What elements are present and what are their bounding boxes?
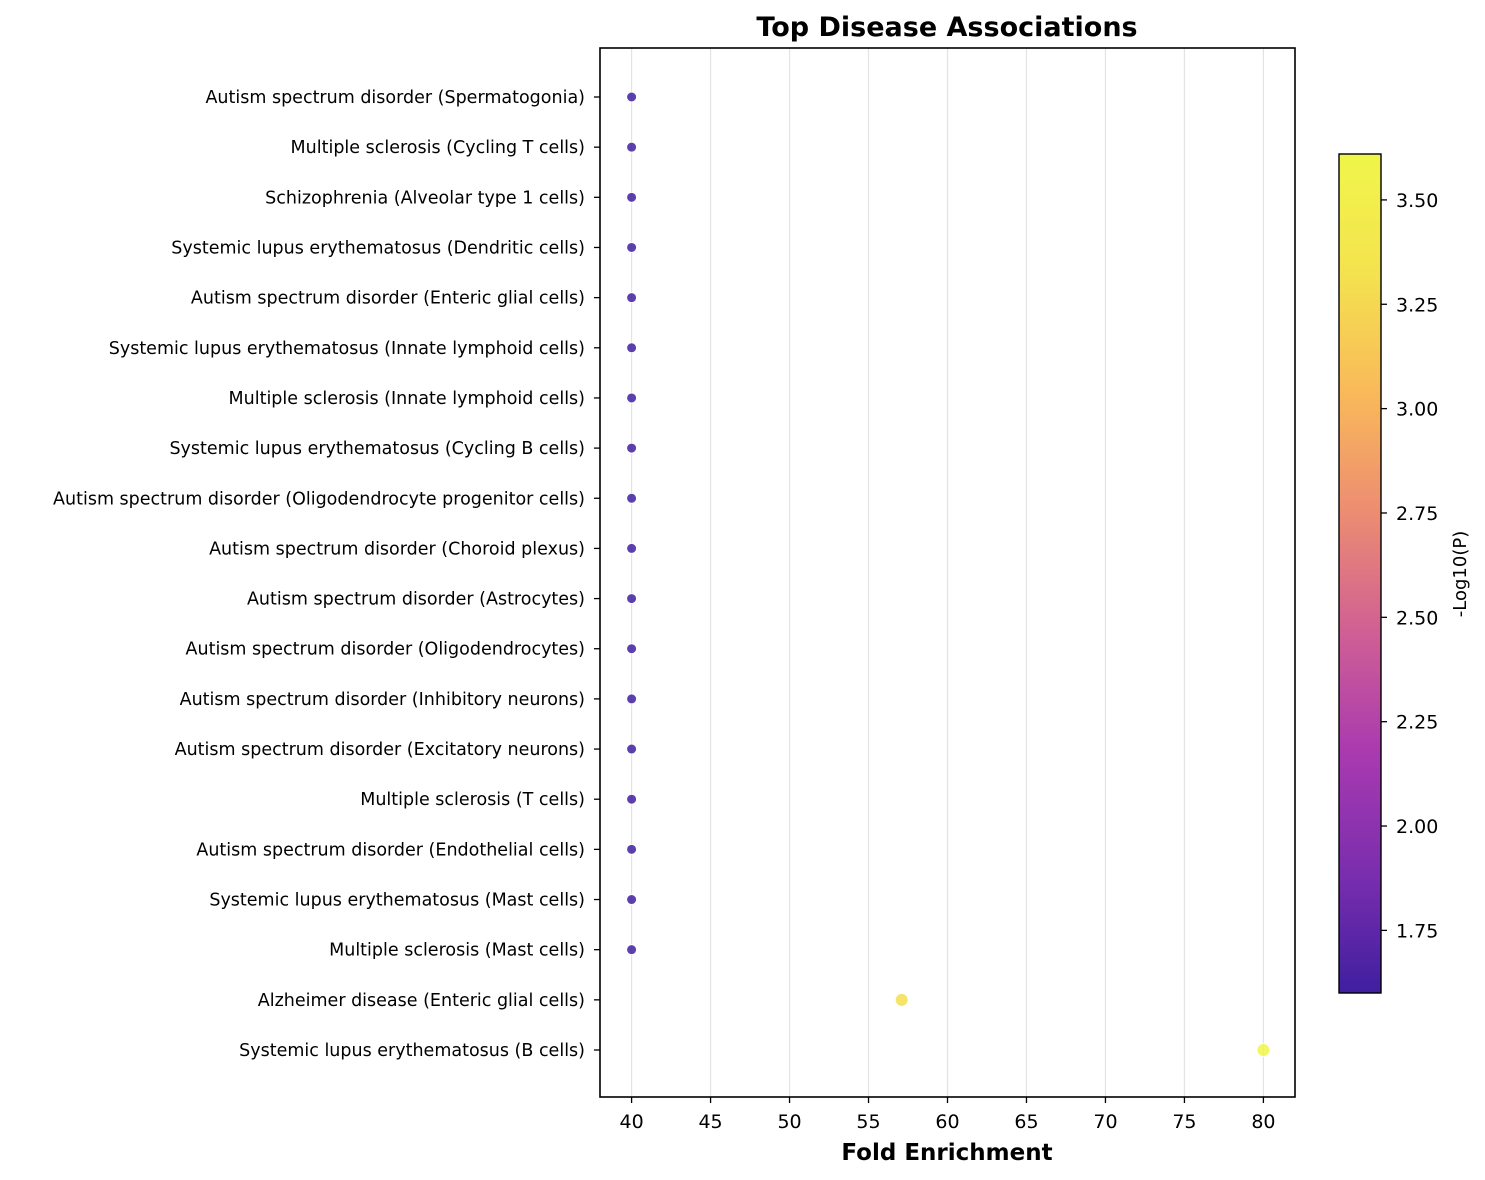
colorbar-label: -Log10(P) [1450, 531, 1471, 617]
data-points [626, 91, 1271, 1057]
x-tick-label: 65 [1014, 1111, 1038, 1133]
data-point [626, 643, 638, 655]
x-axis-label: Fold Enrichment [841, 1140, 1052, 1166]
x-tick-label: 70 [1093, 1111, 1117, 1133]
data-point [626, 442, 638, 454]
y-tick-label: Autism spectrum disorder (Enteric glial … [191, 289, 585, 309]
y-tick-label: Systemic lupus erythematosus (Dendritic … [171, 238, 585, 258]
y-tick-label: Alzheimer disease (Enteric glial cells) [258, 991, 585, 1011]
y-tick-label: Autism spectrum disorder (Endothelial ce… [196, 840, 585, 860]
y-tick-label: Multiple sclerosis (Mast cells) [329, 941, 585, 961]
y-tick-label: Autism spectrum disorder (Excitatory neu… [175, 740, 585, 760]
x-axis-ticks: 40 45 50 55 60 65 70 75 80 [619, 1097, 1276, 1133]
y-tick-label: Schizophrenia (Alveolar type 1 cells) [265, 188, 585, 208]
data-point [626, 492, 638, 504]
data-point [626, 542, 638, 554]
y-tick-label: Multiple sclerosis (Cycling T cells) [291, 138, 585, 158]
x-tick-label: 55 [856, 1111, 880, 1133]
colorbar-tick-label: 3.50 [1396, 190, 1438, 212]
colorbar-tick-label: 2.25 [1396, 712, 1438, 734]
data-point [626, 342, 638, 354]
data-point [626, 894, 638, 906]
x-tick-label: 50 [777, 1111, 801, 1133]
grid-lines [630, 48, 1265, 1097]
y-tick-label: Multiple sclerosis (T cells) [360, 790, 585, 810]
y-tick-label: Autism spectrum disorder (Astrocytes) [247, 590, 585, 610]
data-point [626, 944, 638, 956]
x-tick-label: 40 [619, 1111, 643, 1133]
data-point [626, 593, 638, 605]
y-tick-label: Autism spectrum disorder (Oligodendrocyt… [53, 489, 585, 509]
colorbar-ticks: 1.75 2.00 2.25 2.50 2.75 3.00 3.25 3.50 [1381, 190, 1438, 942]
data-point [626, 292, 638, 304]
x-tick-label: 45 [698, 1111, 722, 1133]
y-tick-label: Autism spectrum disorder (Inhibitory neu… [180, 690, 585, 710]
colorbar [1338, 153, 1382, 994]
data-point [626, 793, 638, 805]
data-point [626, 91, 638, 103]
x-tick-label: 80 [1251, 1111, 1275, 1133]
colorbar-tick-label: 2.75 [1396, 503, 1438, 525]
data-point [1256, 1043, 1271, 1057]
data-point [626, 392, 638, 404]
y-axis-ticks: Autism spectrum disorder (Spermatogonia)… [53, 88, 600, 1061]
data-point [894, 992, 909, 1007]
data-point [626, 843, 638, 855]
data-point [626, 191, 638, 203]
colorbar-tick-label: 2.50 [1396, 607, 1438, 629]
y-tick-label: Systemic lupus erythematosus (Innate lym… [109, 339, 585, 359]
colorbar-tick-label: 3.00 [1396, 399, 1438, 421]
y-tick-label: Multiple sclerosis (Innate lymphoid cell… [229, 389, 585, 409]
colorbar-tick-label: 1.75 [1396, 920, 1438, 942]
y-tick-label: Autism spectrum disorder (Choroid plexus… [209, 539, 585, 559]
y-tick-label: Systemic lupus erythematosus (B cells) [239, 1041, 585, 1061]
y-tick-label: Autism spectrum disorder (Oligodendrocyt… [186, 640, 585, 660]
x-tick-label: 75 [1172, 1111, 1196, 1133]
chart-title: Top Disease Associations [756, 12, 1137, 43]
colorbar-tick-label: 3.25 [1396, 294, 1438, 316]
colorbar-tick-label: 2.00 [1396, 816, 1438, 838]
data-point [626, 743, 638, 755]
x-tick-label: 60 [935, 1111, 959, 1133]
data-point [626, 693, 638, 705]
y-tick-label: Autism spectrum disorder (Spermatogonia) [205, 88, 585, 108]
data-point [626, 141, 638, 153]
y-tick-label: Systemic lupus erythematosus (Mast cells… [209, 891, 585, 911]
data-point [626, 241, 638, 253]
y-tick-label: Systemic lupus erythematosus (Cycling B … [169, 439, 585, 459]
